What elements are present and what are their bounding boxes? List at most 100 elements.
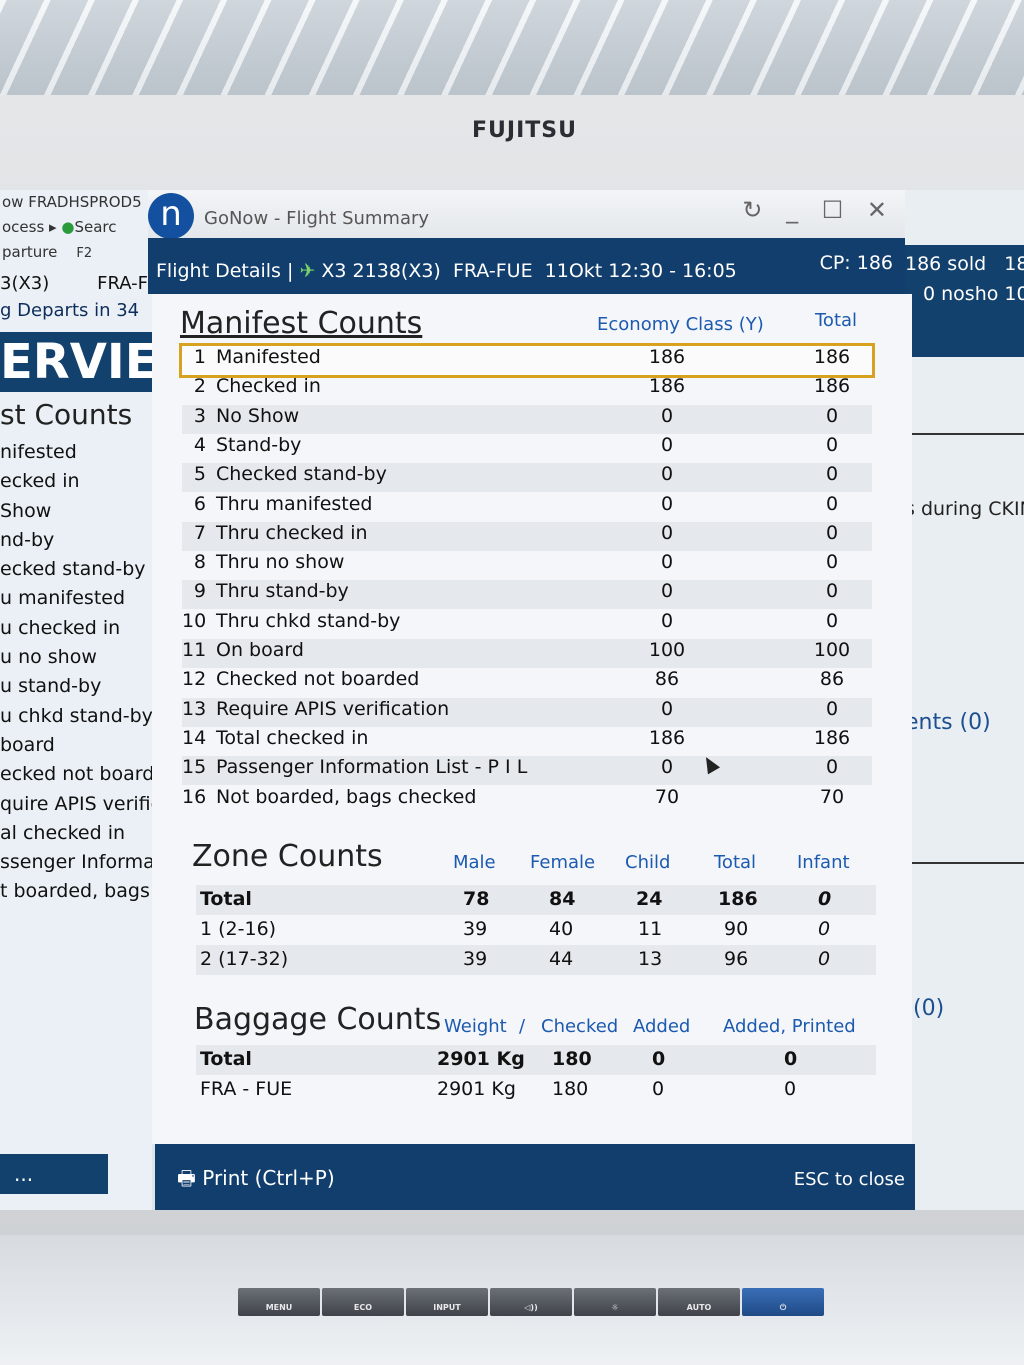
economy-value: 100 bbox=[648, 639, 686, 661]
gonow-logo-icon: n bbox=[148, 193, 194, 239]
table-row[interactable]: 5 Checked stand-by 0 0 bbox=[182, 463, 872, 493]
bg-zero-link[interactable]: (0) bbox=[913, 996, 945, 1021]
baggage-added: 0 bbox=[652, 1078, 665, 1100]
table-row[interactable]: 2 Checked in 186 186 bbox=[182, 375, 872, 404]
list-item: al checked in bbox=[0, 821, 126, 844]
bg-process-line[interactable]: ocess ▸ ●Searc bbox=[0, 215, 152, 240]
table-row[interactable]: 13 Require APIS verification 0 0 bbox=[182, 697, 872, 727]
table-row[interactable]: 4 Stand-by 0 0 bbox=[182, 434, 872, 463]
table-row[interactable]: 10 Thru chkd stand-by 0 0 bbox=[182, 610, 872, 639]
esc-close-hint[interactable]: ESC to close bbox=[793, 1169, 905, 1190]
bg-process-link[interactable]: ocess ▸ bbox=[2, 218, 57, 236]
row-label: Not boarded, bags checked bbox=[216, 785, 477, 808]
zone-infant: 0 bbox=[818, 948, 831, 970]
table-row[interactable]: 3 No Show 0 0 bbox=[182, 404, 872, 434]
zone-counts-title: Zone Counts bbox=[192, 839, 383, 874]
table-row[interactable]: 8 Thru no show 0 0 bbox=[182, 551, 872, 580]
baggage-checked: 180 bbox=[552, 1048, 592, 1070]
row-number: 11 bbox=[182, 639, 207, 661]
row-number: 1 bbox=[193, 346, 206, 368]
table-row[interactable]: 14 Total checked in 186 186 bbox=[182, 727, 872, 756]
input-hw-button[interactable]: INPUT bbox=[406, 1288, 488, 1316]
row-label: Manifested bbox=[216, 346, 321, 368]
baggage-col-added-printed: Added, Printed bbox=[723, 1016, 856, 1037]
bg-more-button[interactable]: ... bbox=[0, 1154, 108, 1194]
row-number: 6 bbox=[193, 492, 206, 515]
bg-right-banner: 186 sold 18 0 nosho 10 bbox=[905, 245, 1024, 357]
baggage-col-checked: Checked bbox=[541, 1016, 619, 1037]
zone-male: 39 bbox=[463, 948, 488, 970]
print-label: Print (Ctrl+P) bbox=[202, 1166, 335, 1190]
window-controls[interactable]: ↻ _ ☐ ✕ bbox=[742, 196, 895, 224]
bg-noshow-label: 0 nosho bbox=[923, 283, 999, 305]
table-row[interactable]: 9 Thru stand-by 0 0 bbox=[182, 580, 872, 610]
economy-value: 0 bbox=[660, 492, 674, 515]
zone-child: 11 bbox=[638, 918, 663, 940]
airline-icon: ✈ bbox=[299, 260, 316, 282]
zone-col-infant: Infant bbox=[797, 852, 850, 873]
total-value: 70 bbox=[819, 785, 845, 808]
row-label: Stand-by bbox=[216, 433, 302, 456]
row-number: 10 bbox=[182, 609, 207, 632]
economy-value: 0 bbox=[660, 697, 674, 720]
zone-male: 78 bbox=[463, 888, 490, 910]
bg-overview-banner: ERVIE bbox=[0, 332, 152, 392]
economy-value: 0 bbox=[660, 404, 674, 427]
table-row[interactable]: 1 Manifested 186 186 bbox=[179, 343, 875, 378]
baggage-added: 0 bbox=[652, 1048, 666, 1070]
table-row[interactable]: 7 Thru checked in 0 0 bbox=[182, 521, 872, 551]
list-item: board bbox=[0, 733, 55, 756]
power-hw-button[interactable]: ⏻ bbox=[742, 1288, 824, 1316]
economy-class-header: Economy Class (Y) bbox=[597, 314, 764, 335]
bg-departure-label: parture bbox=[2, 243, 58, 261]
row-number: 3 bbox=[193, 404, 206, 427]
bg-section-title: st Counts bbox=[0, 398, 133, 431]
print-button[interactable]: 🖶 Print (Ctrl+P) bbox=[177, 1164, 335, 1198]
dialog-footer: 🖶 Print (Ctrl+P) ESC to close bbox=[155, 1144, 915, 1210]
total-value: 0 bbox=[825, 756, 839, 779]
menu-hw-button[interactable]: MENU bbox=[238, 1288, 320, 1316]
row-label: Thru no show bbox=[216, 551, 345, 574]
total-value: 0 bbox=[825, 463, 839, 486]
baggage-label: FRA - FUE bbox=[200, 1078, 293, 1100]
brightness-hw-button[interactable]: ☼ bbox=[574, 1288, 656, 1316]
row-label: On board bbox=[216, 639, 304, 661]
row-label: Checked not boarded bbox=[216, 668, 420, 691]
bg-count-list: nifested ecked in Show nd-by ecked stand… bbox=[0, 438, 152, 907]
table-row[interactable]: 16 Not boarded, bags checked 70 70 bbox=[182, 786, 872, 815]
volume-hw-button[interactable]: ◁)) bbox=[490, 1288, 572, 1316]
total-value: 100 bbox=[813, 639, 851, 661]
monitor-brand-logo: FUJITSU bbox=[472, 118, 577, 143]
total-value: 0 bbox=[825, 609, 839, 632]
eco-hw-button[interactable]: ECO bbox=[322, 1288, 404, 1316]
baggage-weight: 2901 Kg bbox=[437, 1078, 516, 1100]
total-value: 186 bbox=[813, 375, 851, 398]
auto-hw-button[interactable]: AUTO bbox=[658, 1288, 740, 1316]
list-item: nifested bbox=[0, 441, 77, 463]
flight-route: FRA-FUE bbox=[452, 260, 533, 282]
table-row[interactable]: 12 Checked not boarded 86 86 bbox=[182, 668, 872, 697]
list-item: quire APIS verific bbox=[0, 792, 152, 815]
table-row[interactable]: 6 Thru manifested 0 0 bbox=[182, 493, 872, 522]
table-row[interactable]: 11 On board 100 100 bbox=[182, 639, 872, 668]
manifest-counts-title: Manifest Counts bbox=[180, 306, 423, 341]
table-row: FRA - FUE 2901 Kg 180 0 0 bbox=[196, 1075, 876, 1105]
bg-search-button[interactable]: Searc bbox=[74, 218, 117, 236]
baggage-col-separator: / bbox=[519, 1016, 526, 1037]
zone-label: 2 (17-32) bbox=[200, 948, 289, 970]
row-label: Checked stand-by bbox=[216, 463, 387, 486]
bg-comments-link[interactable]: ents (0) bbox=[905, 710, 991, 735]
baggage-col-weight: Weight bbox=[444, 1016, 507, 1037]
bg-flight-code: 3(X3) FRA-F bbox=[0, 273, 152, 294]
list-item: ecked not boarde bbox=[0, 763, 152, 786]
baggage-checked: 180 bbox=[552, 1078, 589, 1100]
table-row[interactable]: 15 Passenger Information List - P I L 0 0 bbox=[182, 756, 872, 786]
bg-ckin-text: s during CKIN bbox=[905, 498, 1024, 520]
economy-value: 186 bbox=[648, 346, 686, 368]
bg-f2-label: F2 bbox=[76, 246, 93, 261]
flight-details-line: Flight Details | ✈ X3 2138(X3) FRA-FUE 1… bbox=[156, 260, 737, 282]
zone-female: 40 bbox=[549, 918, 574, 940]
list-item: u chkd stand-by bbox=[0, 704, 152, 727]
monitor-screen: ow FRADHSPROD5 ocess ▸ ●Searc parture F2… bbox=[0, 190, 1024, 1210]
window-titlebar[interactable]: n GoNow - Flight Summary ↻ _ ☐ ✕ bbox=[148, 190, 905, 239]
